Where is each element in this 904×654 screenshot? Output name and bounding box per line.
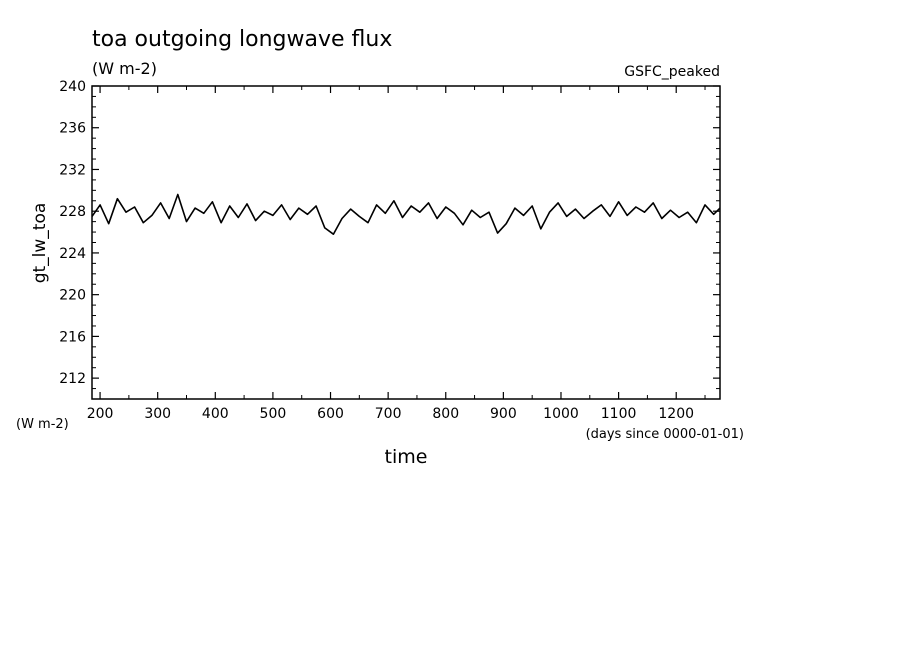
y-axis-label: gt_lw_toa	[30, 203, 50, 284]
y-tick-label: 212	[59, 371, 86, 387]
chart-units-subtitle: (W m-2)	[92, 59, 157, 78]
y-tick-label: 224	[59, 246, 86, 262]
y-axis-units: (W m-2)	[16, 417, 69, 432]
x-tick-label: 200	[87, 406, 114, 422]
x-tick-label: 1200	[658, 406, 694, 422]
x-axis-units: (days since 0000-01-01)	[586, 427, 744, 442]
x-tick-label: 600	[317, 406, 344, 422]
x-tick-label: 300	[144, 406, 171, 422]
y-tick-label: 236	[59, 121, 86, 137]
x-tick-label: 900	[490, 406, 517, 422]
y-axis-tick-labels: 212 216 220 224 228 232 236 240	[59, 79, 86, 387]
chart-title: toa outgoing longwave flux	[92, 27, 392, 52]
x-axis-tick-labels: 200 300 400 500 600 700 800 900 1000 1100 1200	[87, 406, 694, 422]
x-tick-label: 500	[260, 406, 287, 422]
y-tick-label: 232	[59, 162, 86, 178]
x-axis-ticks	[99, 86, 706, 399]
x-tick-label: 400	[202, 406, 229, 422]
y-tick-label: 220	[59, 288, 86, 304]
y-tick-label: 240	[59, 79, 86, 95]
dataset-label: GSFC_peaked	[624, 64, 720, 80]
y-tick-label: 216	[59, 329, 86, 345]
x-tick-label: 700	[375, 406, 402, 422]
x-tick-label: 800	[432, 406, 459, 422]
series-line-gt-lw-toa	[91, 193, 721, 235]
plot-frame	[91, 85, 721, 400]
x-axis-label: time	[385, 446, 428, 468]
y-axis-ticks	[92, 85, 720, 400]
x-tick-label: 1100	[601, 406, 637, 422]
y-tick-label: 228	[59, 204, 86, 220]
x-tick-label: 1000	[543, 406, 579, 422]
